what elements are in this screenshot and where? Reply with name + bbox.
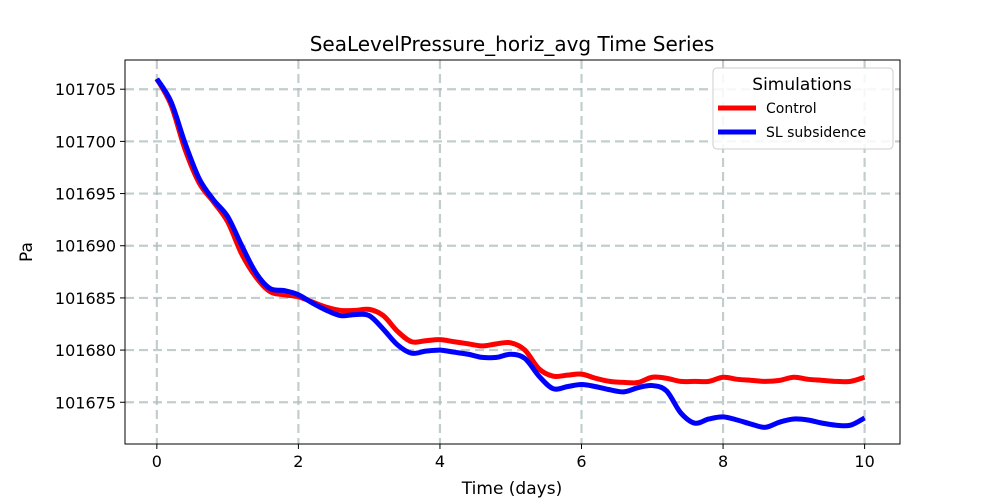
legend: Simulations Control SL subsidence — [712, 67, 894, 150]
x-axis-label: Time (days) — [461, 479, 562, 499]
x-tick-label: 8 — [718, 452, 728, 471]
y-axis-label: Pa — [17, 242, 37, 262]
chart-title: SeaLevelPressure_horiz_avg Time Series — [310, 32, 715, 56]
legend-label-control: Control — [766, 101, 817, 117]
x-tick-label: 6 — [576, 452, 586, 471]
plot-frame — [124, 59, 901, 445]
x-tick-label: 4 — [435, 452, 445, 471]
x-tick-label: 10 — [854, 452, 874, 471]
legend-label-sl-subsidence: SL subsidence — [766, 125, 866, 141]
ticks: 0 2 4 6 8 10 101675 101680 101685 101690 101695 101… — [55, 80, 875, 471]
series-line-sl-subsidence — [154, 77, 866, 430]
series-layer — [154, 77, 866, 430]
x-tick-label: 0 — [152, 452, 162, 471]
y-tick-label: 101700 — [55, 132, 116, 151]
y-tick-label: 101705 — [55, 80, 116, 99]
y-tick-label: 101685 — [55, 289, 116, 308]
series-line-control — [154, 77, 866, 386]
y-tick-label: 101680 — [55, 341, 116, 360]
y-tick-label: 101675 — [55, 393, 116, 412]
y-tick-label: 101690 — [55, 237, 116, 256]
x-tick-label: 2 — [293, 452, 303, 471]
y-tick-label: 101695 — [55, 185, 116, 204]
grid — [125, 60, 900, 444]
legend-box — [712, 67, 894, 150]
legend-title: Simulations — [752, 75, 852, 95]
